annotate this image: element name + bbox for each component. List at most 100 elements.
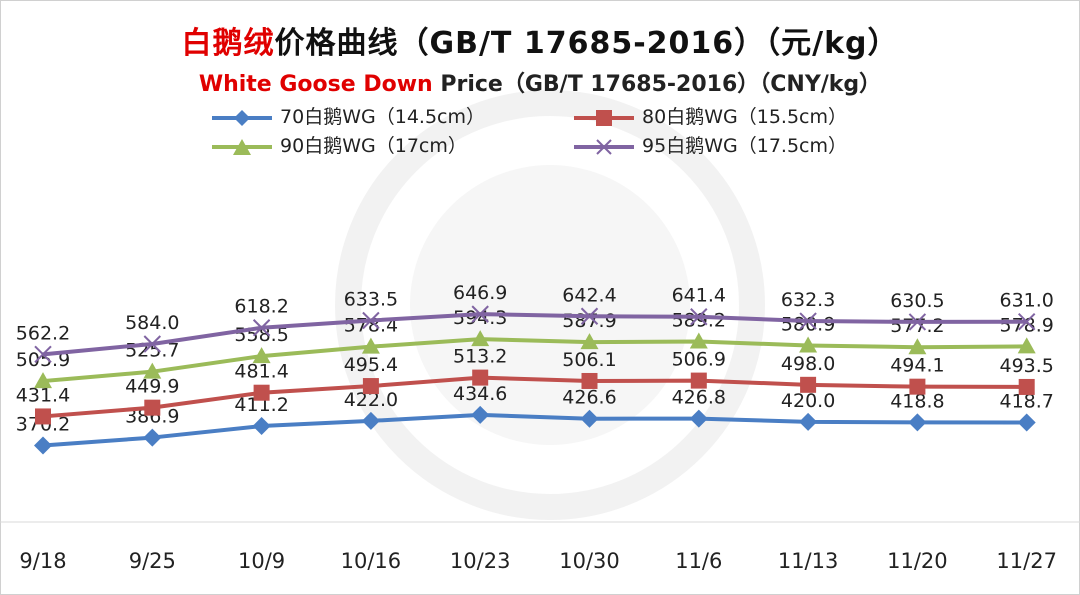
data-point	[689, 332, 708, 349]
data-label: 370.2	[16, 414, 70, 436]
series-line-3	[42, 312, 1027, 357]
data-point	[908, 313, 927, 331]
series-line-1	[42, 375, 1027, 419]
data-point	[689, 409, 708, 428]
data-label: 578.9	[999, 314, 1053, 336]
data-label: 587.9	[562, 310, 616, 332]
x-tick-label: 11/6	[675, 549, 722, 573]
watermark-logo	[410, 165, 690, 445]
title-cn-highlight: 白鹅绒	[181, 26, 275, 61]
data-label: 495.4	[344, 354, 398, 376]
data-point	[799, 336, 818, 353]
data-label: 434.6	[453, 383, 507, 405]
data-label: 577.2	[890, 315, 944, 337]
x-tick-label: 9/25	[129, 549, 176, 573]
data-point	[908, 413, 927, 432]
data-point	[144, 399, 161, 416]
legend-label-90: 90白鹅WG（17cm）	[280, 135, 467, 157]
legend-item-90: 90白鹅WG（17cm）	[210, 131, 467, 158]
data-label: 494.1	[890, 355, 944, 377]
data-point	[252, 319, 271, 337]
data-label: 630.5	[890, 290, 944, 312]
title-en-highlight: White Goose Down	[198, 72, 433, 97]
data-point	[471, 305, 489, 323]
legend-item-80: 80白鹅WG（15.5cm）	[572, 102, 847, 129]
data-point	[361, 411, 380, 430]
data-label: 498.0	[781, 353, 835, 375]
legend-x-icon	[574, 138, 634, 155]
data-point	[252, 347, 271, 364]
data-label: 418.7	[999, 390, 1053, 412]
data-label: 426.8	[672, 387, 726, 409]
data-point	[143, 335, 162, 353]
data-point	[1017, 413, 1036, 432]
data-point	[471, 330, 490, 347]
data-point	[580, 409, 599, 428]
data-label: 418.8	[890, 390, 944, 412]
data-point	[908, 338, 927, 355]
legend-item-95: 95白鹅WG（17.5cm）	[572, 131, 847, 158]
data-point	[690, 308, 708, 326]
data-label: 584.0	[125, 312, 179, 334]
data-point	[362, 311, 380, 330]
chart-title-cn: 白鹅绒价格曲线（GB/T 17685-2016）（元/kg）	[0, 18, 1080, 62]
data-point	[362, 378, 379, 395]
data-point	[34, 372, 52, 389]
data-point	[1018, 378, 1035, 395]
data-label: 632.3	[781, 289, 835, 311]
data-label: 589.2	[672, 310, 726, 332]
data-point	[909, 378, 926, 395]
data-point	[34, 436, 52, 455]
data-point	[361, 337, 380, 354]
data-point	[35, 408, 51, 425]
data-point	[800, 376, 817, 393]
x-tick-label: 10/9	[238, 549, 285, 573]
legend-square-icon	[574, 109, 634, 126]
data-point	[799, 412, 818, 431]
data-point	[581, 372, 598, 389]
data-point	[34, 345, 52, 364]
data-point	[580, 333, 599, 350]
data-label: 618.2	[234, 296, 288, 318]
title-en-rest: Price（GB/T 17685-2016）（CNY/kg）	[432, 72, 882, 97]
data-label: 580.9	[781, 313, 835, 335]
data-label: 506.1	[562, 349, 616, 371]
data-point	[253, 384, 270, 401]
series-line-2	[42, 337, 1027, 384]
data-label: 386.9	[125, 406, 179, 428]
legend-label-95: 95白鹅WG（17.5cm）	[642, 135, 847, 157]
data-label: 641.4	[672, 285, 726, 307]
legend-label-80: 80白鹅WG（15.5cm）	[642, 106, 847, 128]
data-point	[472, 369, 489, 386]
data-label: 633.5	[344, 288, 398, 310]
x-tick-label: 11/27	[996, 549, 1057, 573]
series-line-0	[42, 412, 1027, 448]
data-point	[471, 405, 490, 424]
data-point	[1017, 312, 1036, 331]
legend-diamond-icon	[212, 109, 272, 126]
x-tick-label: 10/23	[450, 549, 511, 573]
chart-title-en: White Goose Down Price（GB/T 17685-2016）（…	[0, 66, 1080, 98]
data-label: 431.4	[16, 384, 70, 406]
data-label: 513.2	[453, 346, 507, 368]
data-label: 642.4	[562, 284, 616, 306]
data-label: 420.0	[781, 390, 835, 412]
data-point	[252, 417, 271, 436]
data-point	[143, 428, 162, 447]
data-label: 562.2	[16, 322, 70, 344]
legend-label-70: 70白鹅WG（14.5cm）	[280, 106, 485, 128]
title-cn-rest: 价格曲线（GB/T 17685-2016）（元/kg）	[274, 26, 899, 61]
x-tick-label: 10/30	[559, 549, 620, 573]
data-label: 646.9	[453, 282, 507, 304]
data-point	[690, 372, 707, 389]
data-point	[799, 312, 817, 330]
data-point	[580, 307, 599, 325]
data-label: 506.9	[672, 349, 726, 371]
data-label: 426.6	[562, 387, 616, 409]
x-tick-label: 10/16	[341, 549, 402, 573]
legend-triangle-icon	[212, 138, 272, 155]
data-point	[143, 362, 162, 379]
x-tick-label: 9/18	[19, 549, 66, 573]
data-label: 422.0	[344, 389, 398, 411]
